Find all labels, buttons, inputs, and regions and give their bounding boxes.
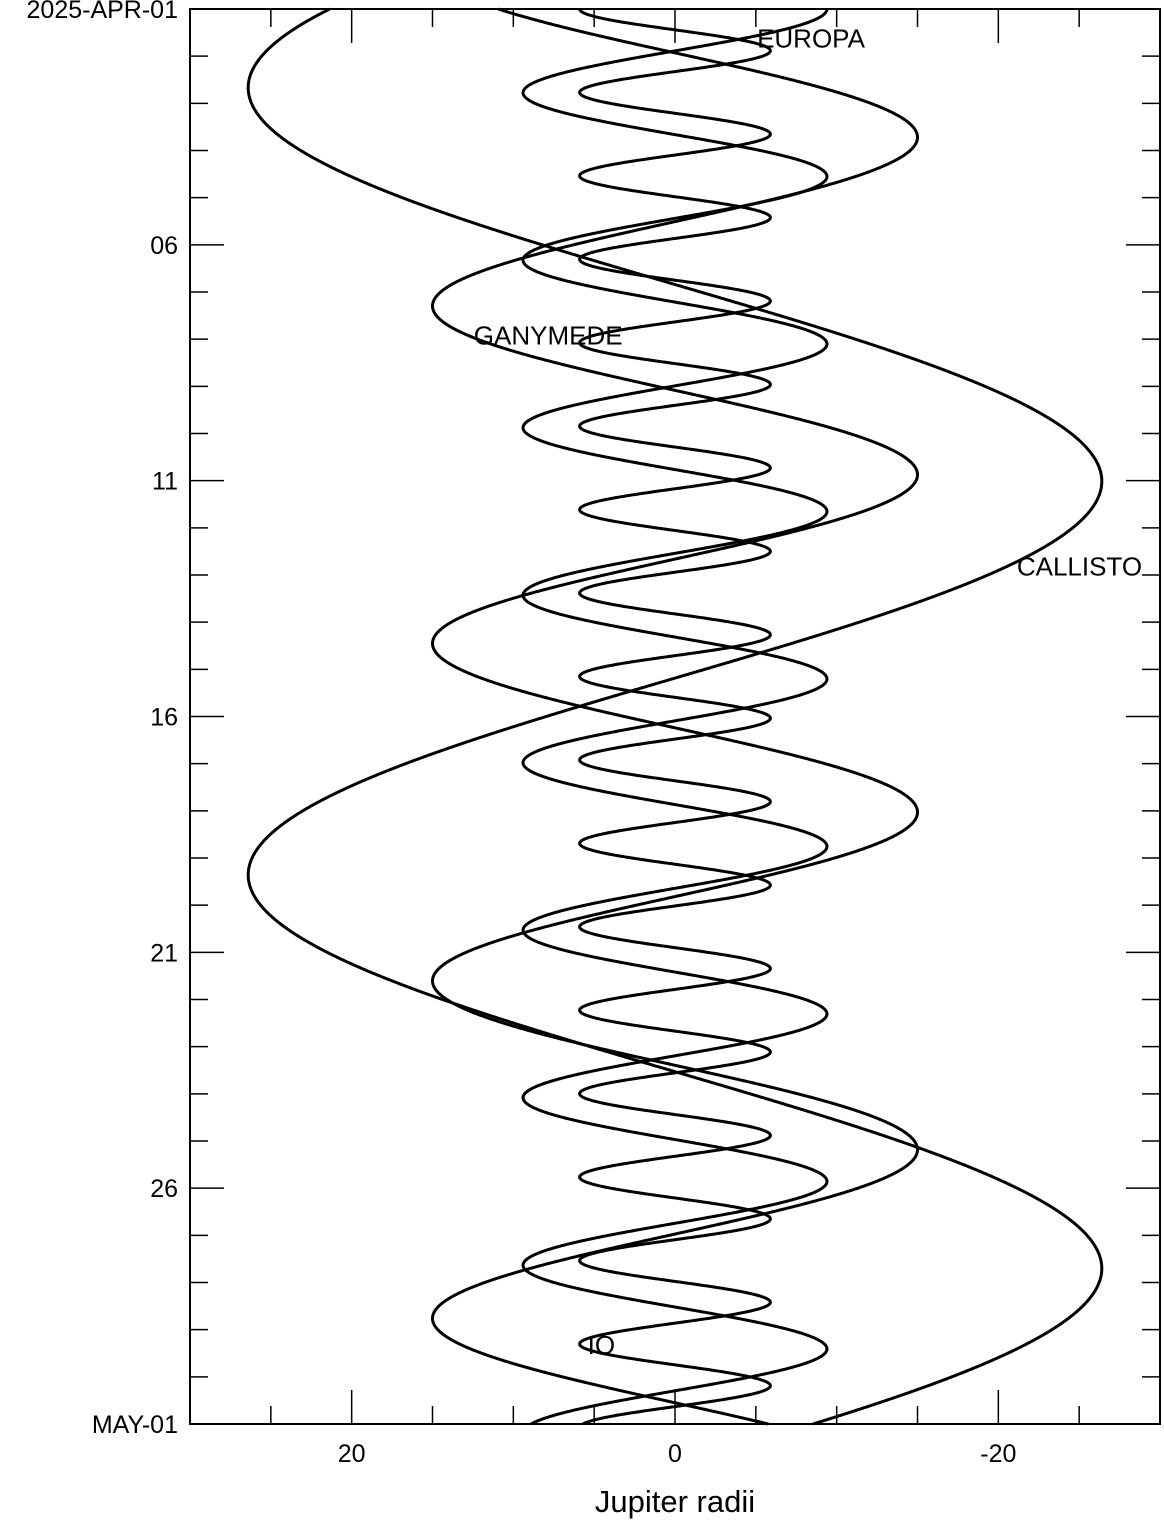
moon-label-io: IO [588,1330,615,1360]
moon-label-europa: EUROPA [757,23,866,53]
moon-label-callisto: CALLISTO [1017,552,1142,582]
moon-labels-layer: IO EUROPA GANYMEDE CALLISTO [474,23,1142,1360]
y-tick-label: MAY-01 [92,1411,178,1439]
moon-label-ganymede: GANYMEDE [474,320,623,350]
moon-curve-io [578,7,772,1426]
moon-curve-callisto [246,7,1104,1426]
axis-ticks-layer [190,8,1160,1425]
tick-labels-layer: 2025-APR-01 06 11 16 21 26 MAY-01 20 0 -20 [27,0,1017,1468]
moon-curve-ganymede [431,7,919,1426]
y-tick-label: 2025-APR-01 [27,0,178,24]
y-tick-label: 16 [150,704,178,732]
moon-curves-layer [246,7,1104,1426]
x-tick-label: -20 [980,1440,1016,1468]
x-tick-label: 0 [668,1440,682,1468]
x-tick-label: 20 [338,1440,366,1468]
y-tick-label: 26 [150,1175,178,1203]
y-tick-label: 06 [150,232,178,260]
moon-curve-europa [521,7,829,1426]
y-tick-label: 21 [150,939,178,967]
x-axis-title: Jupiter radii [595,1484,755,1519]
y-tick-label: 11 [152,468,178,496]
